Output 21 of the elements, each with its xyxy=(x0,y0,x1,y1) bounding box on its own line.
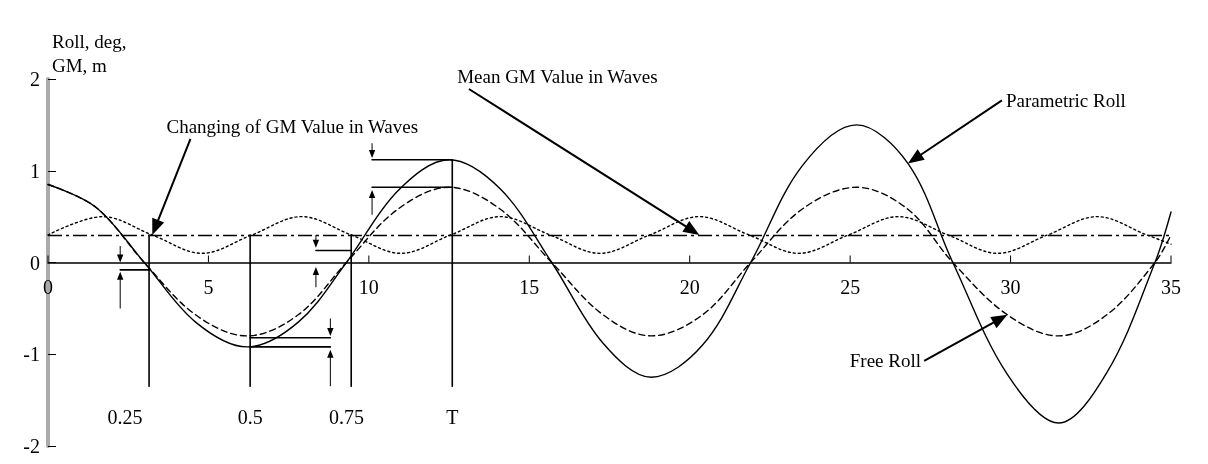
x-tick-label: 10 xyxy=(358,275,379,298)
y-tick-label: -1 xyxy=(23,343,40,366)
x-tick-label: 15 xyxy=(519,275,540,298)
y-tick-label: 1 xyxy=(30,159,40,182)
y-axis-title: Roll, deg, GM, m xyxy=(52,30,127,76)
x-tick-label: 25 xyxy=(840,275,861,298)
x-tick-label: 5 xyxy=(203,275,214,298)
annotation: Free Roll xyxy=(849,350,921,372)
y-tick-label: 0 xyxy=(30,251,40,274)
annotation: 0.75 xyxy=(328,405,364,428)
annotation: 0.25 xyxy=(107,405,143,428)
y-tick-label: 2 xyxy=(30,68,40,90)
annotation: 0.5 xyxy=(237,405,263,428)
x-tick-label: 35 xyxy=(1161,275,1181,298)
x-tick-label: 20 xyxy=(679,275,700,298)
annotation: Changing of GM Value in Waves xyxy=(166,116,419,138)
y-tick-label: -2 xyxy=(23,435,40,457)
annotation: Mean GM Value in Waves xyxy=(457,66,658,88)
x-tick-label: 30 xyxy=(1000,275,1021,298)
annotation: Parametric Roll xyxy=(1006,89,1126,111)
annotation: T xyxy=(446,405,459,428)
